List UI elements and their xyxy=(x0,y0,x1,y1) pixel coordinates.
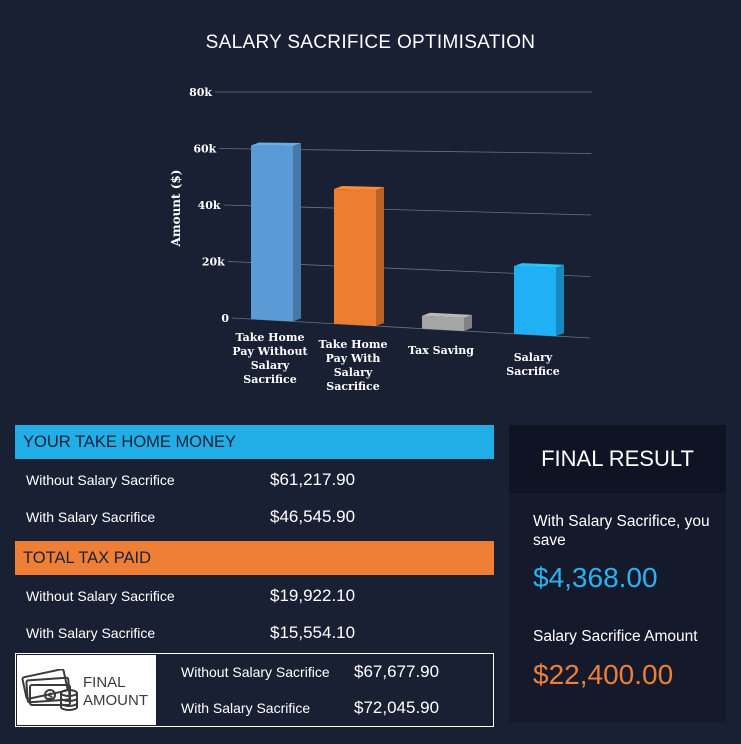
take-home-row-without: Without Salary Sacrifice $61,217.90 xyxy=(15,462,494,498)
final-amount-row-without: Without Salary Sacrifice $67,677.90 xyxy=(181,654,491,690)
take-home-row-with: With Salary Sacrifice $46,545.90 xyxy=(15,499,494,535)
svg-text:$: $ xyxy=(47,692,53,702)
bar-top xyxy=(334,186,384,190)
bar xyxy=(514,263,564,337)
x-category-label: Take Home Pay Without Salary Sacrifice xyxy=(232,331,308,386)
row-label: Without Salary Sacrifice xyxy=(181,664,330,680)
row-value: $15,554.10 xyxy=(270,623,356,642)
money-icon: $ xyxy=(21,669,78,711)
bar-top xyxy=(251,142,301,146)
row-value: $61,217.90 xyxy=(270,470,356,489)
final-amount-row-with: With Salary Sacrifice $72,045.90 xyxy=(181,690,491,726)
bar-side xyxy=(376,186,384,327)
row-value: $46,545.90 xyxy=(270,507,356,526)
y-tick-label: 40k xyxy=(198,199,221,212)
bar-front xyxy=(422,315,464,331)
bar xyxy=(334,186,384,327)
x-category-label: Take Home Pay With Salary Sacrifice xyxy=(318,338,387,393)
y-tick-label: 60k xyxy=(193,143,216,156)
bar-side xyxy=(556,264,564,337)
final-result-header: FINAL RESULT xyxy=(509,425,726,493)
final-amount-badge: $ FINAL AMOUNT xyxy=(17,655,156,725)
bar-front xyxy=(251,145,293,322)
tax-paid-row-with: With Salary Sacrifice $15,554.10 xyxy=(15,615,494,651)
tax-paid-row-without: Without Salary Sacrifice $19,922.10 xyxy=(15,578,494,614)
chart-bars xyxy=(251,142,564,337)
bar-front xyxy=(514,266,556,337)
bar-chart: 0 20k 40k 60k 80k Amount ($) Take Home Pay Wi… xyxy=(169,86,592,393)
y-tick-label: 0 xyxy=(221,312,229,325)
x-category-label: Salary Sacrifice xyxy=(506,351,559,378)
y-tick-label: 80k xyxy=(189,86,212,99)
final-amount-title-line2: AMOUNT xyxy=(83,692,148,709)
y-axis-ticks: 0 20k 40k 60k 80k xyxy=(189,86,229,325)
row-label: With Salary Sacrifice xyxy=(26,509,156,525)
chart-title: SALARY SACRIFICE OPTIMISATION xyxy=(205,32,536,53)
row-label: Without Salary Sacrifice xyxy=(26,472,175,488)
final-result-panel: FINAL RESULT With Salary Sacrifice, you … xyxy=(509,425,726,723)
x-category-label: Tax Saving xyxy=(408,344,474,357)
savings-label: With Salary Sacrifice, you save xyxy=(533,513,710,549)
bar-top xyxy=(514,263,564,268)
row-label: With Salary Sacrifice xyxy=(181,700,311,716)
row-label: Without Salary Sacrifice xyxy=(26,588,175,604)
bar xyxy=(422,312,472,331)
row-label: With Salary Sacrifice xyxy=(26,625,156,641)
bar-side xyxy=(464,314,472,331)
row-value: $67,677.90 xyxy=(354,662,440,681)
final-amount-title-line1: FINAL xyxy=(83,674,126,691)
y-tick-label: 20k xyxy=(202,256,225,269)
bar-side xyxy=(293,142,301,322)
bar-top xyxy=(422,312,472,318)
bar xyxy=(251,142,301,322)
x-axis-labels: Take Home Pay Without Salary SacrificeTake … xyxy=(232,331,559,393)
y-axis-title: Amount ($) xyxy=(169,170,183,248)
final-amount-box: $ FINAL AMOUNT Without Salary Sacrifice … xyxy=(15,653,494,727)
savings-value: $4,368.00 xyxy=(533,562,658,593)
sacrifice-amount-value: $22,400.00 xyxy=(533,659,674,690)
take-home-header: YOUR TAKE HOME MONEY xyxy=(15,425,494,459)
row-value: $72,045.90 xyxy=(354,698,440,717)
sacrifice-amount-label: Salary Sacrifice Amount xyxy=(533,628,698,645)
bar-front xyxy=(334,189,376,327)
tax-paid-header: TOTAL TAX PAID xyxy=(15,541,494,575)
row-value: $19,922.10 xyxy=(270,586,356,605)
